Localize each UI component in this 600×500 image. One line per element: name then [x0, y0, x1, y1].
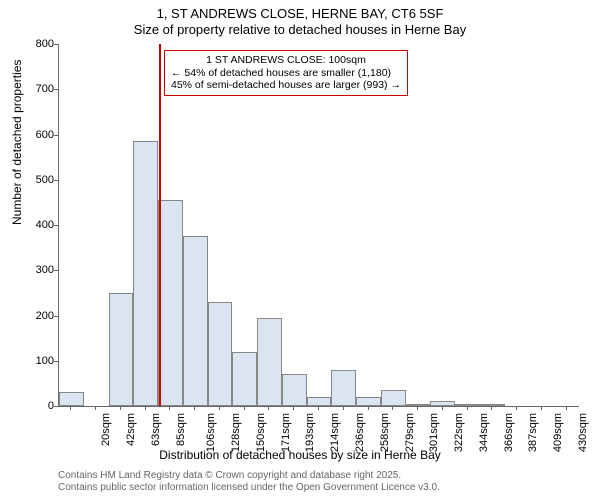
- histogram-bar: [331, 370, 356, 406]
- x-tick-label: 150sqm: [255, 413, 267, 452]
- x-tick-mark: [95, 406, 96, 410]
- x-tick-label: 301sqm: [428, 413, 440, 452]
- x-tick-label: 430sqm: [577, 413, 589, 452]
- x-tick-label: 236sqm: [354, 413, 366, 452]
- plot-area: 1 ST ANDREWS CLOSE: 100sqm ← 54% of deta…: [58, 44, 579, 407]
- histogram-bar: [430, 401, 455, 406]
- histogram-bar: [232, 352, 257, 406]
- x-tick-mark: [145, 406, 146, 410]
- x-tick-mark: [442, 406, 443, 410]
- x-tick-mark: [293, 406, 294, 410]
- x-tick-label: 63sqm: [150, 413, 162, 446]
- y-axis-label: Number of detached properties: [10, 60, 24, 225]
- footer-line1: Contains HM Land Registry data © Crown c…: [58, 470, 401, 481]
- annotation-box: 1 ST ANDREWS CLOSE: 100sqm ← 54% of deta…: [164, 50, 408, 96]
- y-tick-label: 100: [36, 355, 54, 367]
- x-tick-label: 366sqm: [503, 413, 515, 452]
- x-tick-label: 387sqm: [527, 413, 539, 452]
- chart-title-line2: Size of property relative to detached ho…: [0, 22, 600, 37]
- histogram-bar: [183, 236, 208, 406]
- x-tick-mark: [194, 406, 195, 410]
- x-tick-mark: [120, 406, 121, 410]
- y-tick-label: 800: [36, 38, 54, 50]
- histogram-bar: [282, 374, 307, 406]
- histogram-bar: [158, 200, 183, 406]
- y-tick-mark: [54, 135, 58, 136]
- y-tick-mark: [54, 406, 58, 407]
- chart-container: 1, ST ANDREWS CLOSE, HERNE BAY, CT6 5SF …: [0, 0, 600, 500]
- chart-title-line1: 1, ST ANDREWS CLOSE, HERNE BAY, CT6 5SF: [0, 6, 600, 21]
- y-tick-mark: [54, 316, 58, 317]
- histogram-bar: [307, 397, 332, 406]
- y-tick-label: 300: [36, 264, 54, 276]
- x-tick-label: 42sqm: [125, 413, 137, 446]
- x-tick-mark: [541, 406, 542, 410]
- histogram-bar: [59, 392, 84, 406]
- x-tick-mark: [491, 406, 492, 410]
- x-tick-label: 258sqm: [379, 413, 391, 452]
- y-tick-label: 400: [36, 219, 54, 231]
- histogram-bar: [455, 404, 480, 406]
- x-tick-mark: [268, 406, 269, 410]
- y-tick-label: 200: [36, 310, 54, 322]
- y-tick-mark: [54, 225, 58, 226]
- y-tick-label: 500: [36, 174, 54, 186]
- x-tick-label: 279sqm: [404, 413, 416, 452]
- x-tick-mark: [467, 406, 468, 410]
- x-tick-mark: [368, 406, 369, 410]
- x-tick-mark: [318, 406, 319, 410]
- y-tick-mark: [54, 89, 58, 90]
- x-tick-mark: [244, 406, 245, 410]
- y-tick-mark: [54, 180, 58, 181]
- x-tick-mark: [392, 406, 393, 410]
- x-tick-mark: [516, 406, 517, 410]
- x-tick-mark: [343, 406, 344, 410]
- histogram-bar: [381, 390, 406, 406]
- x-tick-label: 171sqm: [280, 413, 292, 452]
- annotation-line2: ← 54% of detached houses are smaller (1,…: [171, 67, 401, 80]
- histogram-bar: [109, 293, 134, 406]
- y-tick-mark: [54, 270, 58, 271]
- x-tick-label: 214sqm: [329, 413, 341, 452]
- reference-vline: [159, 44, 161, 406]
- x-tick-label: 106sqm: [206, 413, 218, 452]
- histogram-bar: [257, 318, 282, 406]
- x-tick-mark: [566, 406, 567, 410]
- x-tick-label: 128sqm: [230, 413, 242, 452]
- x-tick-label: 193sqm: [305, 413, 317, 452]
- x-tick-label: 322sqm: [453, 413, 465, 452]
- y-tick-mark: [54, 44, 58, 45]
- histogram-bar: [133, 141, 158, 406]
- x-tick-mark: [70, 406, 71, 410]
- y-tick-label: 600: [36, 129, 54, 141]
- histogram-bar: [208, 302, 233, 406]
- x-tick-label: 409sqm: [552, 413, 564, 452]
- x-tick-mark: [169, 406, 170, 410]
- x-tick-mark: [219, 406, 220, 410]
- annotation-line3: 45% of semi-detached houses are larger (…: [171, 79, 401, 92]
- y-tick-label: 700: [36, 83, 54, 95]
- y-tick-mark: [54, 361, 58, 362]
- x-tick-label: 20sqm: [100, 413, 112, 446]
- x-tick-label: 85sqm: [175, 413, 187, 446]
- histogram-bar: [356, 397, 381, 406]
- footer-line2: Contains public sector information licen…: [58, 482, 440, 493]
- x-tick-label: 344sqm: [478, 413, 490, 452]
- annotation-line1: 1 ST ANDREWS CLOSE: 100sqm: [171, 54, 401, 67]
- x-tick-mark: [417, 406, 418, 410]
